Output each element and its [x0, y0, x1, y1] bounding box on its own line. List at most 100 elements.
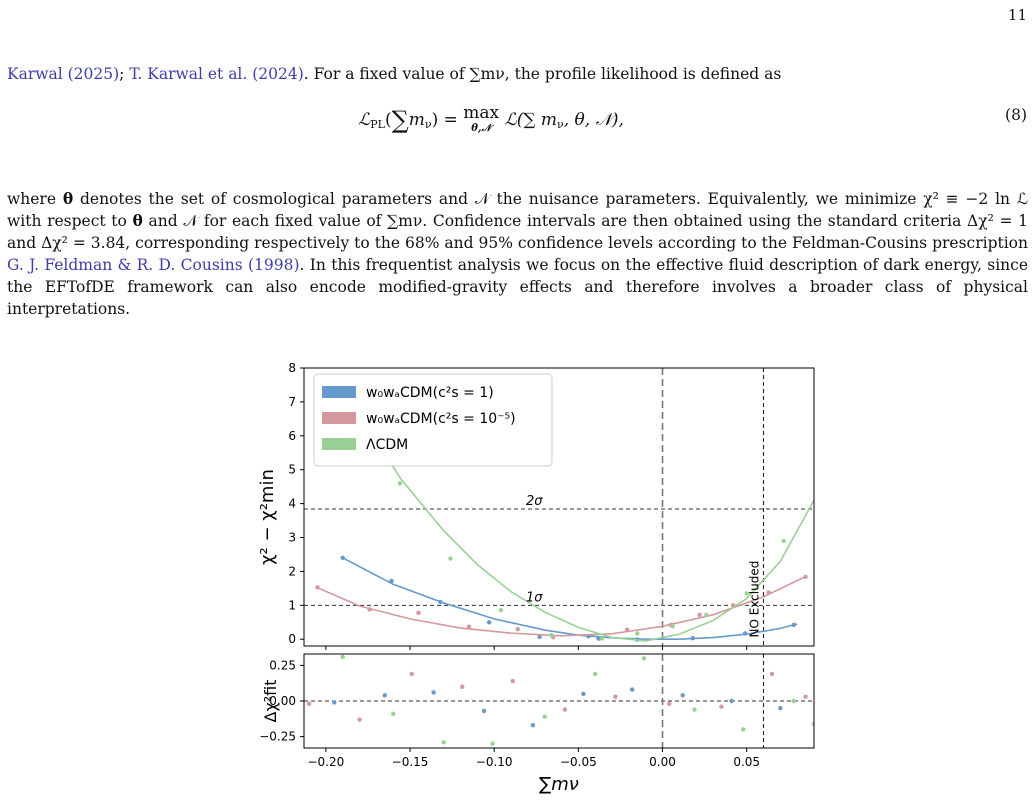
xtick-label: −0.05 — [560, 755, 597, 769]
residual-point-1 — [409, 671, 414, 677]
series-point-2 — [635, 631, 640, 636]
equation-body: ℒPL(∑mν) = max θ,𝒩 ℒ(∑ mν, θ, 𝒩), — [358, 103, 624, 135]
ytick-label-main: 6 — [288, 429, 296, 443]
text-run: ν — [495, 64, 505, 83]
ytick-label-res: 0.00 — [269, 694, 296, 708]
text-run: ; — [119, 64, 130, 83]
ytick-label-main: 7 — [288, 395, 296, 409]
residual-point-1 — [667, 701, 672, 707]
series-point-1 — [515, 626, 520, 632]
residual-point-1 — [803, 694, 808, 699]
series-line-2 — [367, 428, 814, 642]
series-point-0 — [791, 622, 797, 628]
text-run: , the profile likelihood is defined as — [504, 64, 782, 83]
eq-sum-sub: ν — [424, 118, 432, 131]
text-run: . For a fixed value of ∑m — [303, 64, 496, 83]
text-run: denotes the set of cosmological paramete… — [7, 189, 1028, 230]
series-point-2 — [744, 591, 749, 596]
residual-point-0 — [481, 708, 487, 714]
text-run: where — [7, 189, 63, 208]
series-point-1 — [697, 612, 702, 618]
series-point-0 — [389, 578, 394, 584]
residual-point-0 — [630, 687, 635, 692]
residual-panel-plot — [304, 654, 814, 748]
xtick-label: 0.05 — [733, 755, 760, 769]
residual-point-2 — [592, 671, 598, 677]
residual-point-1 — [460, 684, 465, 689]
residual-point-1 — [562, 707, 568, 712]
legend-label: w₀wₐCDM(c²s = 10⁻⁵) — [366, 411, 516, 427]
ytick-label-main: 3 — [288, 531, 296, 545]
legend-box — [313, 373, 553, 467]
residual-point-0 — [332, 700, 337, 705]
residual-point-1 — [306, 701, 312, 707]
residual-point-2 — [391, 711, 396, 717]
citation-link[interactable]: T. Karwal et al. (2024) — [129, 64, 304, 83]
legend-swatch — [322, 438, 356, 450]
series-point-2 — [704, 612, 709, 618]
series-line-0 — [342, 557, 798, 641]
series-point-2 — [397, 481, 403, 486]
xlabel: ∑mν — [539, 774, 579, 795]
residual-point-2 — [340, 654, 345, 660]
series-point-1 — [466, 624, 472, 629]
residual-point-0 — [729, 698, 734, 704]
series-point-1 — [315, 585, 320, 590]
eq-rhs-tail: , θ, 𝒩), — [563, 110, 624, 130]
citation-link[interactable]: Karwal (2025) — [7, 64, 120, 83]
residual-point-1 — [613, 694, 618, 699]
eq-max-operator: max θ,𝒩 — [463, 103, 500, 135]
ytick-label-main: 1 — [288, 598, 296, 612]
series-point-0 — [742, 631, 748, 636]
ytick-label-main: 5 — [288, 463, 296, 477]
ytick-label-res: −0.25 — [259, 730, 296, 744]
series-point-0 — [690, 636, 696, 641]
residual-point-0 — [581, 691, 586, 697]
text-run: ν — [412, 211, 423, 230]
series-point-0 — [438, 599, 443, 605]
xtick-label: −0.15 — [392, 755, 429, 769]
residual-point-0 — [778, 705, 783, 711]
residual-point-2 — [641, 656, 647, 661]
series-point-0 — [486, 620, 492, 625]
equation-number: (8) — [1005, 106, 1027, 124]
text-run: and 𝒩 for each fixed value of ∑m — [142, 211, 413, 230]
residual-point-2 — [542, 714, 547, 719]
ylabel-main: χ² − χ²min — [257, 469, 278, 565]
residual-point-0 — [680, 693, 685, 698]
residual-point-1 — [719, 704, 724, 709]
series-point-2 — [781, 538, 786, 544]
residual-point-1 — [510, 678, 515, 684]
eq-rhs: ℒ(∑ m — [504, 110, 558, 130]
series-point-2 — [498, 607, 504, 613]
series-point-1 — [803, 574, 808, 580]
residual-point-2 — [692, 707, 697, 712]
residual-point-0 — [530, 723, 536, 728]
text-run: . Confidence intervals are then obtained… — [7, 211, 1028, 252]
residual-point-1 — [357, 717, 362, 722]
residual-point-2 — [441, 740, 446, 745]
ytick-label-main: 8 — [288, 361, 296, 375]
text-run: θ — [62, 188, 74, 208]
legend-swatch — [322, 412, 356, 424]
residual-point-0 — [382, 693, 387, 698]
ytick-label-res: 0.25 — [269, 658, 296, 672]
text-run: . In this frequentist analysis we focus … — [7, 255, 1028, 318]
hline-label: 1σ — [526, 590, 543, 605]
xtick-label: −0.20 — [307, 755, 344, 769]
eq-lhs: ℒ — [358, 110, 371, 130]
series-point-1 — [416, 610, 421, 615]
main-panel-plot — [304, 368, 814, 646]
series-point-2 — [670, 624, 675, 629]
legend-swatch — [322, 386, 356, 398]
ytick-label-main: 4 — [288, 497, 296, 511]
citation-link[interactable]: G. J. Feldman & R. D. Cousins (1998) — [7, 255, 300, 274]
equation-profile-likelihood: ℒPL(∑mν) = max θ,𝒩 ℒ(∑ mν, θ, 𝒩), (8) — [0, 103, 1034, 136]
series-point-1 — [766, 590, 771, 595]
legend-label: ΛCDM — [366, 437, 408, 453]
profile-likelihood-figure: 2σ 1σ NO Excluded 0 1 2 3 4 5 6 7 8 χ² − χ²min w₀wₐCD… — [257, 361, 815, 795]
eq-sum-arg: m — [408, 110, 425, 130]
residual-point-2 — [811, 721, 814, 726]
ytick-label-main: 0 — [288, 632, 296, 646]
xtick-label: 0.00 — [649, 755, 676, 769]
